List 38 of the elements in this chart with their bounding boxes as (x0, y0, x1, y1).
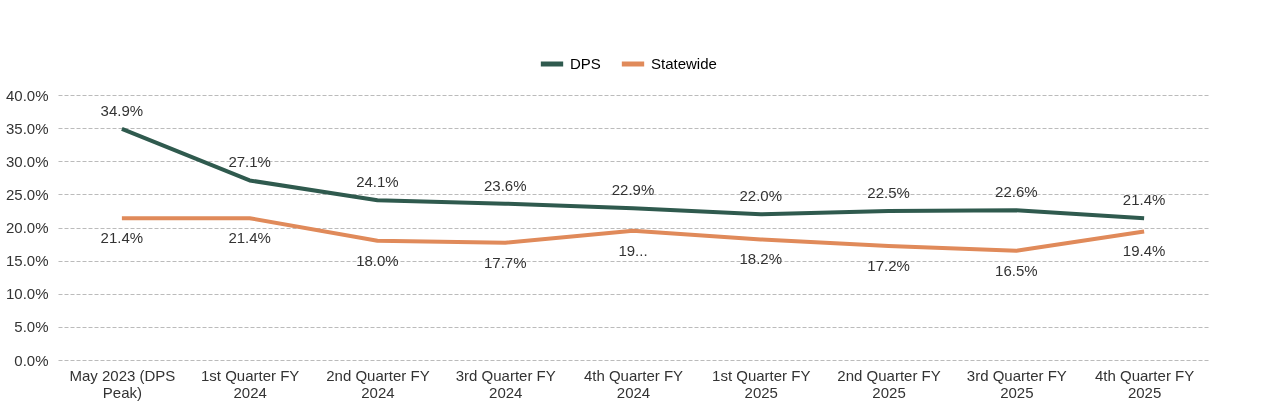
data-label: 18.2% (739, 250, 783, 268)
y-tick-label: 10.0% (5, 285, 49, 303)
y-tick-label: 40.0% (5, 86, 49, 104)
legend-label: DPS (570, 55, 601, 72)
y-tick-label: 5.0% (14, 318, 49, 336)
y-tick-label: 30.0% (5, 152, 49, 170)
data-label: 21.4% (1122, 191, 1166, 209)
x-tick-label: 1st Quarter FY 2024 (200, 366, 300, 401)
x-tick-label: 3rd Quarter FY 2025 (966, 366, 1067, 401)
data-label: 34.9% (100, 101, 144, 119)
data-label: 22.6% (995, 183, 1038, 201)
data-label: 21.4% (228, 229, 271, 247)
data-label: 21.4% (100, 229, 144, 247)
x-tick-label: 4th Quarter FY 2025 (1095, 366, 1195, 401)
x-tick-label: May 2023 (DPS Peak) (69, 366, 176, 401)
data-label: 17.2% (867, 257, 910, 275)
data-label: 19.4% (1122, 242, 1166, 260)
data-label: 18.0% (356, 251, 399, 269)
data-label: 16.5% (995, 261, 1038, 279)
y-tick-label: 20.0% (5, 219, 49, 236)
data-label: 22.5% (867, 183, 910, 201)
data-label: 22.9% (611, 181, 655, 199)
data-label: 23.6% (483, 176, 527, 194)
data-label: 19... (618, 241, 648, 259)
y-tick-label: 35.0% (5, 119, 49, 137)
y-tick-label: 0.0% (14, 351, 49, 369)
x-tick-label: 3rd Quarter FY 2024 (455, 366, 556, 401)
x-tick-label: 4th Quarter FY 2024 (583, 366, 684, 401)
legend-label: Statewide (651, 55, 717, 72)
x-tick-label: 2nd Quarter FY 2025 (837, 366, 941, 401)
y-tick-label: 15.0% (5, 252, 49, 270)
data-label: 22.0% (739, 187, 783, 205)
data-label: 24.1% (356, 173, 399, 191)
data-label: 27.1% (228, 153, 271, 171)
data-label: 17.7% (483, 253, 527, 271)
x-tick-label: 1st Quarter FY 2025 (712, 366, 811, 401)
y-tick-label: 25.0% (5, 185, 49, 203)
x-tick-label: 2nd Quarter FY 2024 (326, 366, 430, 401)
